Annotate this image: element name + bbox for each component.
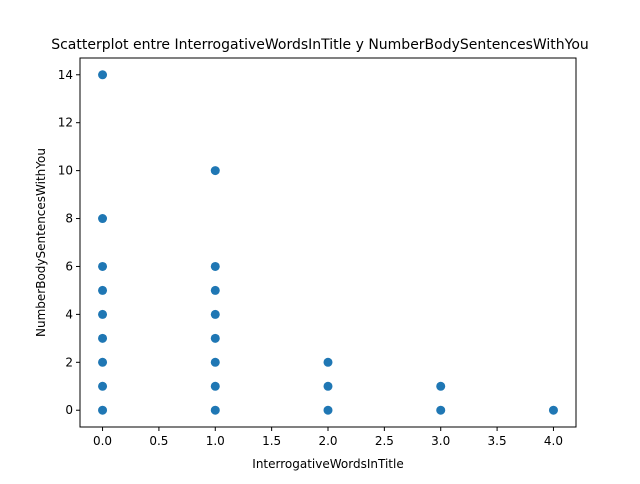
y-tick-label: 0 [65,403,73,417]
data-point [98,333,108,343]
data-point [548,405,558,415]
x-tick-label: 0.5 [149,434,168,448]
data-point [98,70,108,80]
x-tick-label: 1.0 [206,434,225,448]
ticks-layer: 0.0 0.5 1.0 1.5 2.0 2.5 3.0 3.5 4.0 0 2 4 6 8 10 12 14 [58,68,563,448]
y-tick-label: 10 [58,164,73,178]
y-tick-label: 4 [65,307,73,321]
y-tick-label: 6 [65,259,73,273]
data-point [210,333,220,343]
data-point [323,381,333,391]
data-point [98,285,108,295]
data-point [323,357,333,367]
data-point [210,357,220,367]
x-tick-label: 2.5 [375,434,394,448]
data-point [210,405,220,415]
points-layer [98,70,558,415]
x-tick-label: 4.0 [544,434,563,448]
data-point [98,261,108,271]
x-tick-label: 3.5 [488,434,507,448]
chart-title: Scatterplot entre InterrogativeWordsInTi… [51,37,589,53]
data-point [210,285,220,295]
data-point [210,166,220,176]
x-tick-label: 1.5 [262,434,281,448]
data-point [98,309,108,319]
data-point [210,261,220,271]
plot-frame [79,57,577,428]
x-tick-label: 2.0 [318,434,337,448]
data-point [210,309,220,319]
y-axis-label: NumberBodySentencesWithYou [34,148,48,337]
y-tick-label: 2 [65,355,73,369]
data-point [436,381,446,391]
data-point [436,405,446,415]
x-tick-label: 3.0 [431,434,450,448]
data-point [210,381,220,391]
data-point [98,381,108,391]
y-tick-label: 12 [58,116,73,130]
data-point [98,214,108,224]
x-axis-label: InterrogativeWordsInTitle [252,457,403,471]
x-tick-label: 0.0 [93,434,112,448]
data-point [98,405,108,415]
y-tick-label: 14 [58,68,73,82]
data-point [98,357,108,367]
data-point [323,405,333,415]
y-tick-label: 8 [65,212,73,226]
